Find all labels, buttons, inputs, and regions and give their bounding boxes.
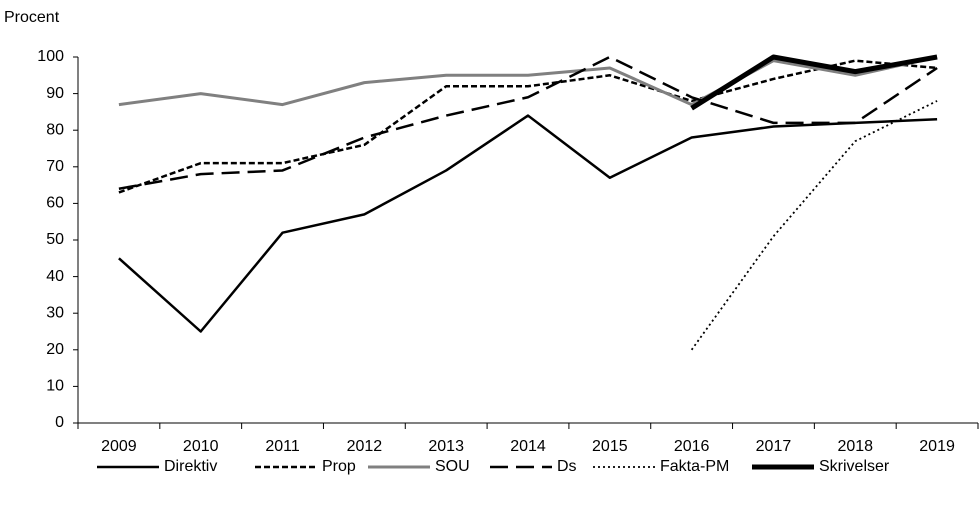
y-tick-label: 60 — [46, 195, 64, 212]
series-line — [118, 55, 938, 107]
y-tick-label: 100 — [37, 48, 64, 65]
series-line — [690, 100, 938, 351]
y-tick-label: 80 — [46, 121, 64, 138]
x-tick-label: 2011 — [265, 438, 300, 455]
x-tick-label: 2009 — [101, 438, 137, 455]
y-tick-label: 70 — [46, 158, 64, 175]
x-tick-label: 2010 — [183, 438, 219, 455]
series-line — [690, 54, 938, 111]
y-tick-label: 0 — [55, 414, 64, 431]
legend-label: Ds — [557, 458, 577, 475]
series-line — [118, 114, 938, 333]
y-tick-label: 90 — [46, 85, 64, 102]
y-axis-label: Procent — [4, 9, 60, 26]
y-tick-label: 20 — [46, 341, 64, 358]
series-line — [118, 59, 938, 194]
legend-label: SOU — [435, 458, 470, 475]
x-tick-label: 2013 — [428, 438, 464, 455]
legend-label: Skrivelser — [819, 458, 890, 475]
x-tick-label: 2019 — [919, 438, 955, 455]
x-tick-label: 2017 — [756, 438, 792, 455]
legend-label: Fakta-PM — [660, 458, 729, 475]
x-tick-label: 2016 — [674, 438, 710, 455]
legend-label: Prop — [322, 458, 356, 475]
y-tick-label: 50 — [46, 231, 64, 248]
x-tick-label: 2018 — [837, 438, 873, 455]
y-tick-label: 30 — [46, 304, 64, 321]
series-line — [118, 55, 938, 190]
x-tick-label: 2012 — [347, 438, 383, 455]
x-tick-label: 2015 — [592, 438, 628, 455]
y-tick-label: 40 — [46, 268, 64, 285]
legend-label: Direktiv — [164, 458, 217, 475]
x-tick-label: 2014 — [510, 438, 546, 455]
y-tick-label: 10 — [46, 378, 64, 395]
